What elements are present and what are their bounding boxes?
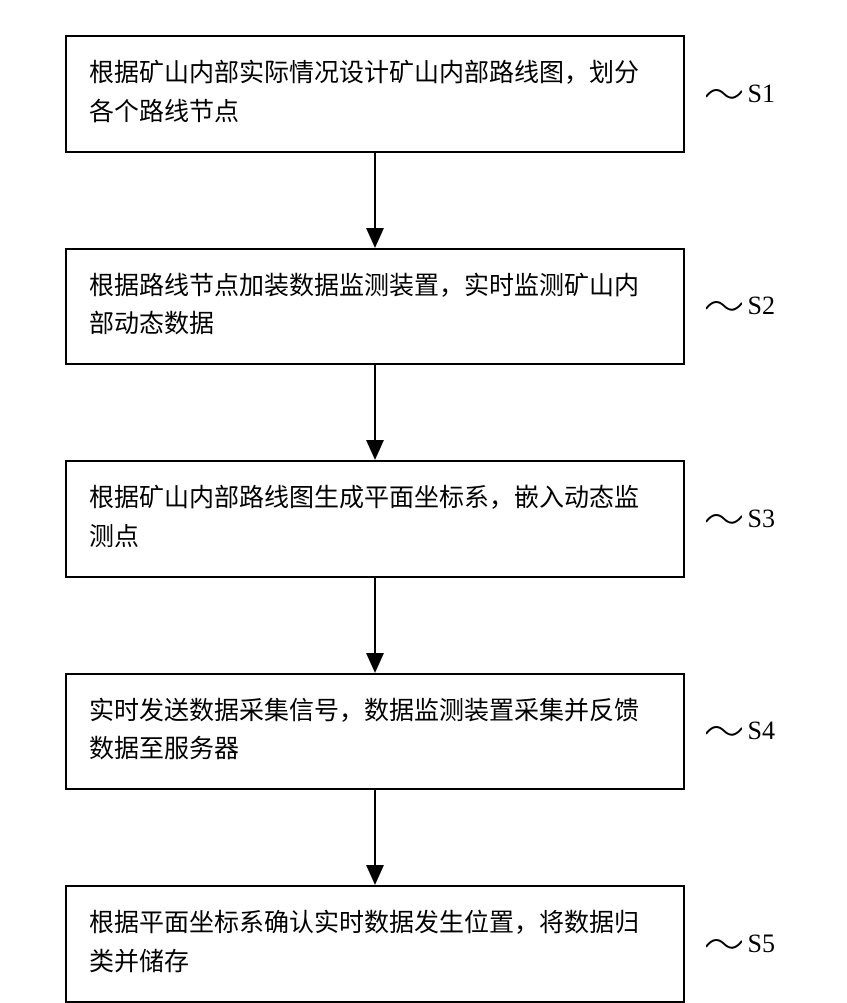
squiggle-connector	[706, 722, 742, 740]
step-label-connector: S1	[706, 74, 775, 114]
step-text: 根据平面坐标系确认实时数据发生位置，将数据归类并储存	[89, 910, 639, 976]
step-text: 实时发送数据采集信号，数据监测装置采集并反馈数据至服务器	[89, 698, 639, 764]
step-label-text: S2	[748, 286, 775, 326]
arrow-down-icon	[360, 790, 390, 885]
arrow-container	[65, 153, 685, 248]
flowchart-step: 实时发送数据采集信号，数据监测装置采集并反馈数据至服务器 S4	[65, 673, 685, 791]
flowchart-step: 根据平面坐标系确认实时数据发生位置，将数据归类并储存 S5	[65, 885, 685, 1003]
step-label-connector: S4	[706, 711, 775, 751]
flowchart-step: 根据矿山内部路线图生成平面坐标系，嵌入动态监测点 S3	[65, 460, 685, 578]
flowchart-container: 根据矿山内部实际情况设计矿山内部路线图，划分各个路线节点 S1 根据路线节点加装…	[65, 35, 785, 1003]
squiggle-connector	[706, 510, 742, 528]
step-text: 根据矿山内部实际情况设计矿山内部路线图，划分各个路线节点	[89, 60, 639, 126]
arrow-down-icon	[360, 153, 390, 248]
step-label-text: S3	[748, 499, 775, 539]
arrow-container	[65, 578, 685, 673]
squiggle-connector	[706, 85, 742, 103]
step-text: 根据路线节点加装数据监测装置，实时监测矿山内部动态数据	[89, 273, 639, 339]
arrow-down-icon	[360, 365, 390, 460]
step-label-connector: S2	[706, 286, 775, 326]
flowchart-step: 根据矿山内部实际情况设计矿山内部路线图，划分各个路线节点 S1	[65, 35, 685, 153]
squiggle-connector	[706, 935, 742, 953]
arrow-container	[65, 790, 685, 885]
step-label-text: S1	[748, 74, 775, 114]
step-label-connector: S3	[706, 499, 775, 539]
squiggle-connector	[706, 297, 742, 315]
flowchart-step: 根据路线节点加装数据监测装置，实时监测矿山内部动态数据 S2	[65, 248, 685, 366]
step-text: 根据矿山内部路线图生成平面坐标系，嵌入动态监测点	[89, 485, 639, 551]
step-label-text: S4	[748, 711, 775, 751]
arrow-down-icon	[360, 578, 390, 673]
step-label-connector: S5	[706, 924, 775, 964]
step-label-text: S5	[748, 924, 775, 964]
arrow-container	[65, 365, 685, 460]
